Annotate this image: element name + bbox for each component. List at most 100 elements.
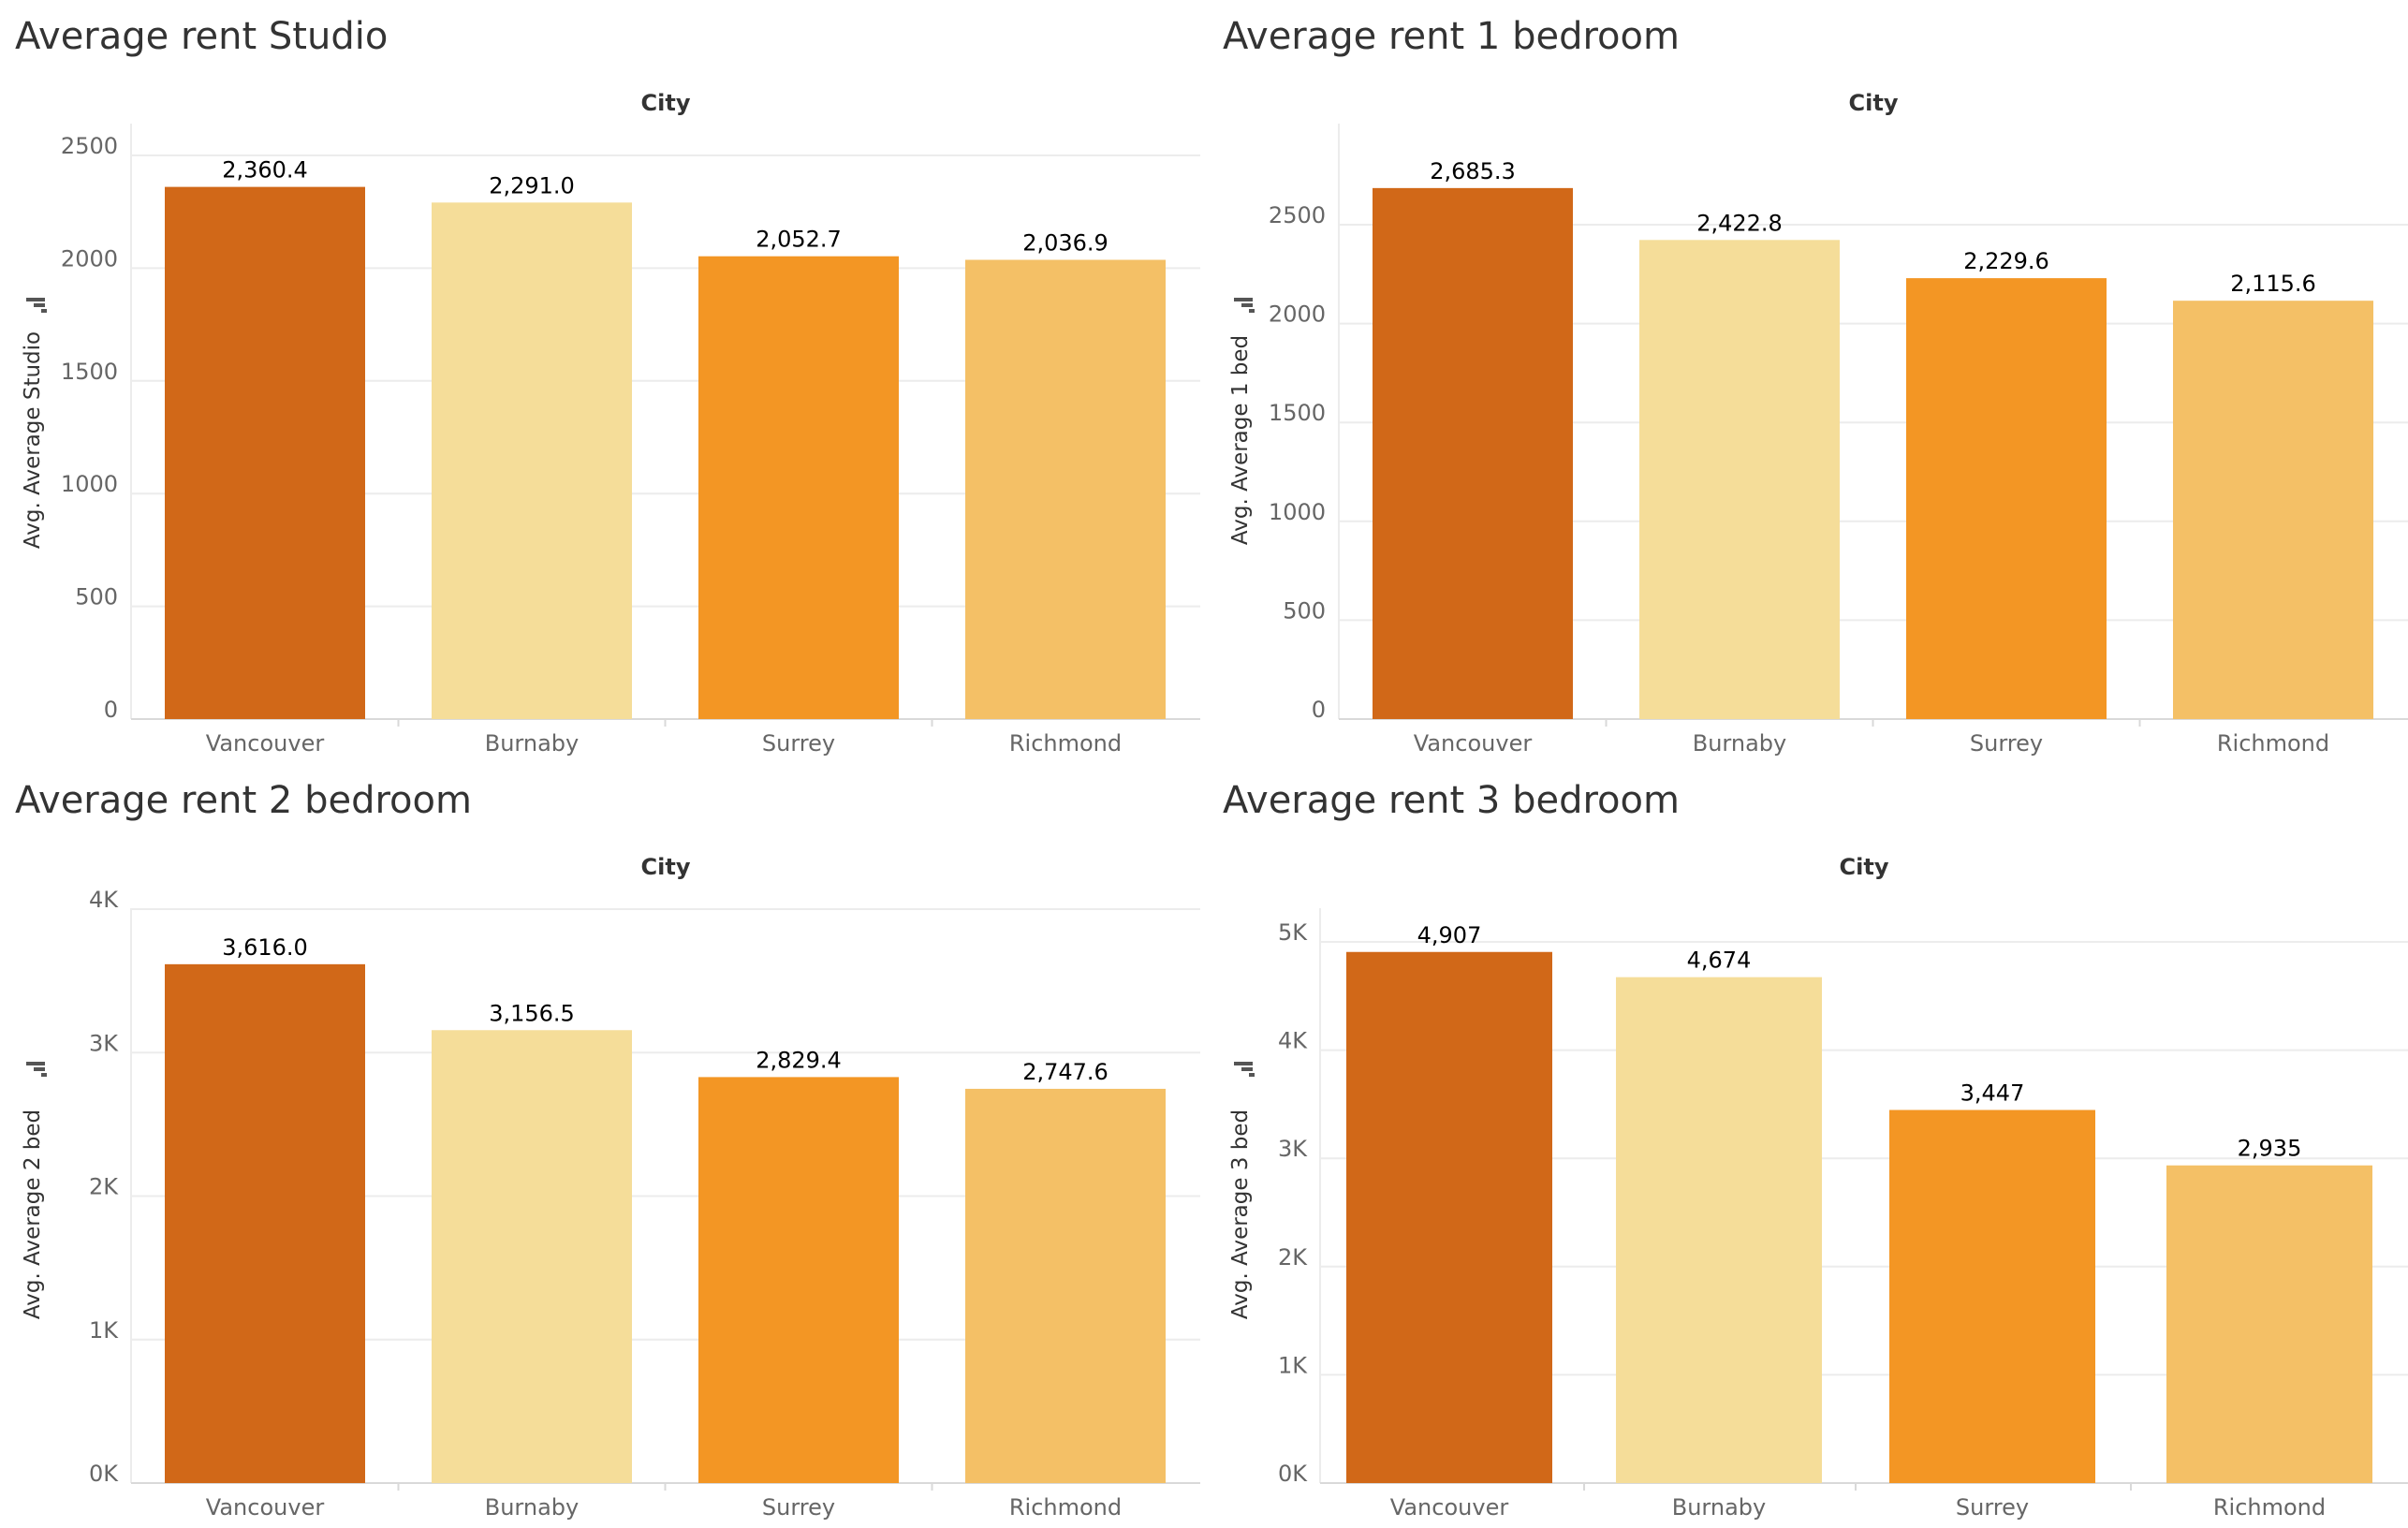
y-tick-label: 2500 <box>61 133 118 159</box>
y-tick-label: 1K <box>1278 1352 1308 1378</box>
x-category-label: Burnaby <box>1672 1494 1766 1521</box>
y-tick-label: 1500 <box>1269 400 1326 426</box>
chart-3-bedroom: City 0K 1K 2K 3K 4K 5K Avg. Average 3 bed 4,907 V… <box>1228 854 2408 1521</box>
sort-icon-bar <box>26 1062 45 1065</box>
data-label: 2,422.8 <box>1696 210 1783 236</box>
data-label: 2,829.4 <box>756 1047 842 1073</box>
bar-burnaby <box>1616 977 1822 1483</box>
chart-panel-1-bedroom: Average rent 1 bedroom City 0 500 1000 1500 2… <box>1208 0 2408 764</box>
x-category-label: Richmond <box>1009 1494 1122 1521</box>
x-category-label: Vancouver <box>1414 730 1533 757</box>
chart-title: Average rent 1 bedroom <box>1223 15 1680 58</box>
x-category-label: Richmond <box>1009 730 1122 757</box>
sort-icon-bar <box>1241 303 1253 307</box>
y-tick-label: 1000 <box>1269 499 1326 525</box>
y-axis-label: Avg. Average 1 bed <box>1228 335 1253 545</box>
data-label: 2,115.6 <box>2230 271 2316 297</box>
y-tick-label: 4K <box>89 887 119 913</box>
chart-title: Average rent Studio <box>15 15 389 58</box>
x-category-label: Richmond <box>2217 730 2329 757</box>
data-label: 4,907 <box>1417 922 1482 948</box>
bar-vancouver <box>165 963 365 1483</box>
y-tick-label: 3K <box>1278 1136 1308 1162</box>
data-label: 3,447 <box>1960 1080 2025 1107</box>
bar-richmond <box>2166 1165 2372 1483</box>
x-category-label: Burnaby <box>485 1494 579 1521</box>
column-header: City <box>1840 854 1889 880</box>
data-label: 2,935 <box>2238 1136 2302 1162</box>
y-tick-label: 2500 <box>1269 202 1326 228</box>
y-tick-label: 2000 <box>61 245 118 272</box>
bar-burnaby <box>432 1030 632 1483</box>
sort-icon <box>1234 298 1255 313</box>
sort-icon-bar <box>34 1067 45 1071</box>
sort-icon-bar <box>26 298 45 301</box>
y-axis-label: Avg. Average 2 bed <box>21 1109 45 1319</box>
x-category-label: Vancouver <box>1390 1494 1509 1521</box>
data-label: 2,360.4 <box>222 157 308 184</box>
y-tick-label: 3K <box>89 1030 119 1056</box>
y-tick-label: 0K <box>89 1461 119 1487</box>
data-label: 4,674 <box>1687 948 1752 974</box>
chart-studio: City 0 500 1000 1500 2000 2500 Avg. Average Stu… <box>21 90 1200 757</box>
chart-2-bedroom: City 0K 1K 2K 3K 4K Avg. Average 2 bed 3,616.0 V… <box>21 854 1200 1521</box>
sort-icon-bar <box>1241 1067 1253 1071</box>
bar-richmond <box>965 259 1166 719</box>
sort-icon-bar <box>34 303 45 307</box>
data-label: 2,747.6 <box>1022 1059 1109 1085</box>
chart-panel-studio: Average rent Studio City 0 500 1000 1500 2000… <box>0 0 1204 764</box>
x-category-label: Richmond <box>2213 1494 2326 1521</box>
bar-vancouver <box>1373 187 1573 720</box>
x-category-label: Burnaby <box>1693 730 1786 757</box>
sort-icon-bar <box>41 309 47 313</box>
sort-icon-bar <box>1234 298 1253 301</box>
bar-richmond <box>965 1088 1166 1483</box>
sort-icon-bar <box>1234 1062 1253 1065</box>
y-tick-label: 2K <box>89 1174 119 1200</box>
column-header: City <box>641 854 691 880</box>
bar-surrey <box>698 256 899 719</box>
data-label: 2,291.0 <box>489 172 575 198</box>
column-header: City <box>641 90 691 116</box>
bar-burnaby <box>1639 240 1840 719</box>
sort-icon <box>26 298 47 313</box>
y-tick-label: 5K <box>1278 919 1308 946</box>
y-tick-label: 2000 <box>1269 301 1326 328</box>
y-tick-label: 0 <box>104 697 118 723</box>
data-label: 3,156.5 <box>489 1000 575 1026</box>
bar-surrey <box>1889 1109 2095 1483</box>
chart-1-bedroom: City 0 500 1000 1500 2000 2500 Avg. Average 1 b… <box>1228 90 2408 757</box>
bar-surrey <box>1906 278 2107 719</box>
bar-vancouver <box>1346 951 1552 1483</box>
x-category-label: Surrey <box>1970 730 2043 757</box>
x-category-label: Vancouver <box>206 1494 325 1521</box>
x-category-label: Burnaby <box>485 730 579 757</box>
y-tick-label: 500 <box>1283 597 1326 624</box>
y-tick-label: 1K <box>89 1317 119 1344</box>
y-tick-label: 2K <box>1278 1244 1308 1271</box>
y-tick-label: 1000 <box>61 471 118 497</box>
y-tick-label: 4K <box>1278 1028 1308 1054</box>
x-category-label: Surrey <box>762 1494 835 1521</box>
chart-title: Average rent 3 bedroom <box>1223 779 1680 822</box>
y-tick-label: 1500 <box>61 359 118 385</box>
x-category-label: Surrey <box>1956 1494 2029 1521</box>
sort-icon <box>1234 1062 1255 1077</box>
data-label: 2,229.6 <box>1963 248 2049 274</box>
y-tick-label: 0 <box>1312 697 1326 723</box>
chart-panel-2-bedroom: Average rent 2 bedroom City 0K 1K 2K 3K 4K Avg… <box>0 764 1204 1528</box>
chart-panel-3-bedroom: Average rent 3 bedroom City 0K 1K 2K 3K 4K 5K A… <box>1208 764 2408 1528</box>
sort-icon-bar <box>1249 1073 1255 1077</box>
y-tick-label: 500 <box>75 584 118 610</box>
chart-title: Average rent 2 bedroom <box>15 779 472 822</box>
data-label: 2,036.9 <box>1022 230 1109 257</box>
column-header: City <box>1849 90 1899 116</box>
data-label: 3,616.0 <box>222 934 308 961</box>
sort-icon <box>26 1062 47 1077</box>
bar-surrey <box>698 1077 899 1483</box>
bar-burnaby <box>432 202 632 719</box>
bar-vancouver <box>165 186 365 720</box>
bar-richmond <box>2173 301 2373 719</box>
sort-icon-bar <box>41 1073 47 1077</box>
x-category-label: Vancouver <box>206 730 325 757</box>
